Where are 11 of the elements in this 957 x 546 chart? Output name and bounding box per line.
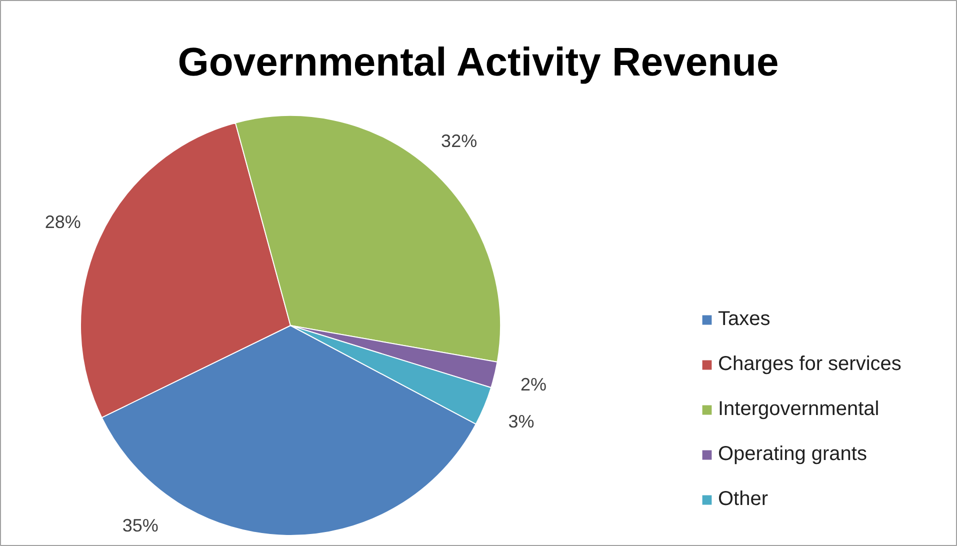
legend-label: Intergovernmental: [718, 398, 880, 421]
legend-label: Other: [718, 488, 768, 511]
data-label: 3%: [508, 412, 534, 432]
chart-title: Governmental Activity Revenue: [178, 40, 779, 84]
legend-label: Taxes: [718, 308, 770, 331]
data-label: 28%: [44, 212, 81, 232]
legend-label: Charges for services: [718, 353, 902, 376]
legend-label: Operating grants: [718, 443, 867, 466]
data-label: 2%: [520, 374, 546, 394]
data-label: 32%: [441, 130, 478, 151]
data-label: 35%: [122, 515, 158, 536]
